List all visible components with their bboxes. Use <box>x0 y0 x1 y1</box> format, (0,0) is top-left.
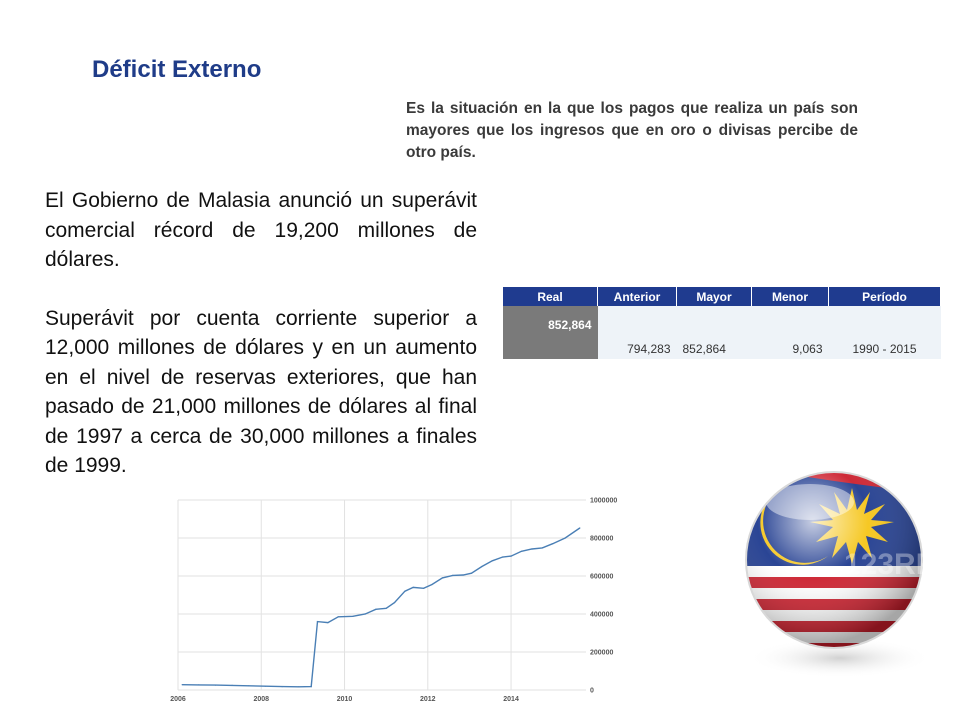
data-point <box>491 560 493 562</box>
data-point <box>502 556 504 558</box>
data-point <box>248 685 250 687</box>
y-tick-label: 200000 <box>590 650 613 657</box>
data-point <box>385 607 387 609</box>
data-point <box>564 537 566 539</box>
data-point <box>423 587 425 589</box>
data-point <box>441 577 443 579</box>
y-axis-ticks: 0 200000 400000 600000 800000 1000000 <box>590 498 617 695</box>
header-mayor: Mayor <box>676 287 752 306</box>
data-point <box>352 615 354 617</box>
data-point <box>316 621 319 623</box>
data-point <box>198 684 200 686</box>
data-point <box>404 590 406 592</box>
x-axis-ticks: 2006 2008 2010 2012 2014 <box>170 696 519 703</box>
data-point <box>231 684 233 686</box>
data-point <box>552 543 554 545</box>
cell-anterior: 794,283 <box>597 306 677 359</box>
data-point <box>310 686 312 688</box>
data-point <box>337 616 339 618</box>
data-point <box>481 565 483 568</box>
series-line <box>182 527 581 688</box>
x-tick-label: 2010 <box>337 696 353 703</box>
watermark-text: 123RF <box>844 548 934 581</box>
data-point <box>281 686 283 688</box>
data-point <box>579 527 581 529</box>
y-tick-label: 1000000 <box>590 498 617 505</box>
data-point <box>364 613 366 615</box>
header-menor: Menor <box>751 287 829 306</box>
data-point <box>375 608 377 610</box>
data-point <box>520 550 523 552</box>
y-tick-label: 400000 <box>590 612 613 619</box>
data-point <box>510 555 512 557</box>
x-tick-label: 2012 <box>420 696 436 703</box>
malaysia-flag-sphere-image: 123RF <box>745 471 934 678</box>
y-tick-label: 600000 <box>590 574 613 581</box>
header-periodo: Período <box>828 287 941 306</box>
x-tick-label: 2008 <box>253 696 269 703</box>
body-text: El Gobierno de Malasia anunció un superá… <box>45 186 477 481</box>
x-tick-label: 2014 <box>503 696 519 703</box>
data-point <box>393 602 396 604</box>
data-point <box>181 684 183 686</box>
table-row: 852,864 794,283 852,864 9,063 1990 - 201… <box>503 306 941 359</box>
cell-menor: 9,063 <box>751 306 829 359</box>
indicator-table: Real Anterior Mayor Menor Período 852,86… <box>503 287 941 359</box>
y-tick-label: 0 <box>590 688 594 695</box>
y-tick-label: 800000 <box>590 536 613 543</box>
x-tick-label: 2006 <box>170 696 186 703</box>
cell-real: 852,864 <box>503 306 598 359</box>
data-point <box>412 586 414 588</box>
chart-grid <box>177 499 586 691</box>
paragraph-trade-surplus: El Gobierno de Malasia anunció un superá… <box>45 189 477 271</box>
data-point <box>264 685 266 687</box>
data-point <box>541 547 543 549</box>
data-point <box>462 574 464 576</box>
slide-title: Déficit Externo <box>92 56 262 83</box>
table-header-row: Real Anterior Mayor Menor Período <box>503 287 941 306</box>
header-real: Real <box>503 287 598 306</box>
cell-periodo: 1990 - 2015 <box>828 306 941 359</box>
data-point <box>470 572 473 574</box>
data-point <box>327 622 329 624</box>
data-point <box>531 548 533 550</box>
paragraph-current-account: Superávit por cuenta corriente superior … <box>45 306 477 478</box>
definition-text: Es la situación en la que los pagos que … <box>406 100 858 161</box>
data-point <box>431 583 433 586</box>
cell-mayor: 852,864 <box>676 306 752 359</box>
data-point <box>298 686 300 688</box>
data-point <box>214 684 217 686</box>
header-anterior: Anterior <box>597 287 677 306</box>
data-point <box>452 574 454 576</box>
